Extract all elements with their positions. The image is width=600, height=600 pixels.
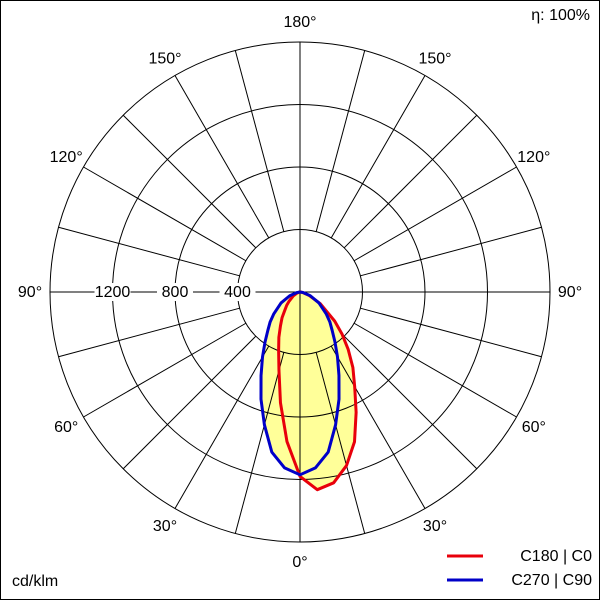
legend-label: C180 | C0: [520, 548, 592, 565]
radial-grid-line: [330, 75, 426, 239]
angle-tick-label: 30°: [153, 518, 177, 535]
radial-grid-line: [353, 322, 517, 418]
radial-grid-line: [315, 50, 366, 232]
radial-grid-line: [234, 352, 285, 534]
angle-tick-label: 90°: [18, 284, 42, 301]
radial-grid-line: [122, 114, 257, 249]
radial-grid-line: [58, 307, 240, 358]
radial-label-bg: [157, 283, 193, 301]
unit-label: cd/klm: [12, 573, 58, 590]
angle-tick-label: 150°: [418, 50, 451, 67]
radial-grid-line: [360, 226, 542, 277]
series-line: [259, 290, 341, 477]
angle-tick-label: 120°: [517, 149, 550, 166]
radial-grid-line: [343, 335, 478, 470]
radial-label-bg: [94, 283, 131, 301]
radial-tick-label: 400: [224, 284, 251, 301]
angle-tick-label: 90°: [558, 284, 582, 301]
radial-grid-line: [83, 166, 247, 262]
radial-grid-line: [174, 75, 270, 239]
angle-tick-label: 120°: [50, 149, 83, 166]
radial-grid-line: [83, 322, 247, 418]
radial-grid-line: [315, 352, 366, 534]
series-line: [277, 290, 358, 492]
radial-grid-line: [58, 226, 240, 277]
radial-grid-line: [353, 166, 517, 262]
angle-tick-label: 180°: [283, 14, 316, 31]
angle-tick-label: 60°: [54, 419, 78, 436]
radial-grid-line: [360, 307, 542, 358]
radial-grid-line: [122, 335, 257, 470]
radial-grid-line: [234, 50, 285, 232]
radial-tick-label: 800: [162, 284, 189, 301]
radial-label-bg: [219, 283, 256, 301]
angle-tick-label: 150°: [148, 50, 181, 67]
radial-grid-line: [343, 114, 478, 249]
radial-grid-line: [174, 345, 270, 509]
angle-tick-label: 30°: [423, 518, 447, 535]
radial-grid-line: [330, 345, 426, 509]
legend-label: C270 | C90: [511, 572, 592, 589]
radial-tick-label: 1200: [95, 284, 131, 301]
efficiency-label: η: 100%: [531, 7, 590, 24]
angle-tick-label: 60°: [522, 419, 546, 436]
angle-tick-label: 0°: [292, 554, 307, 571]
